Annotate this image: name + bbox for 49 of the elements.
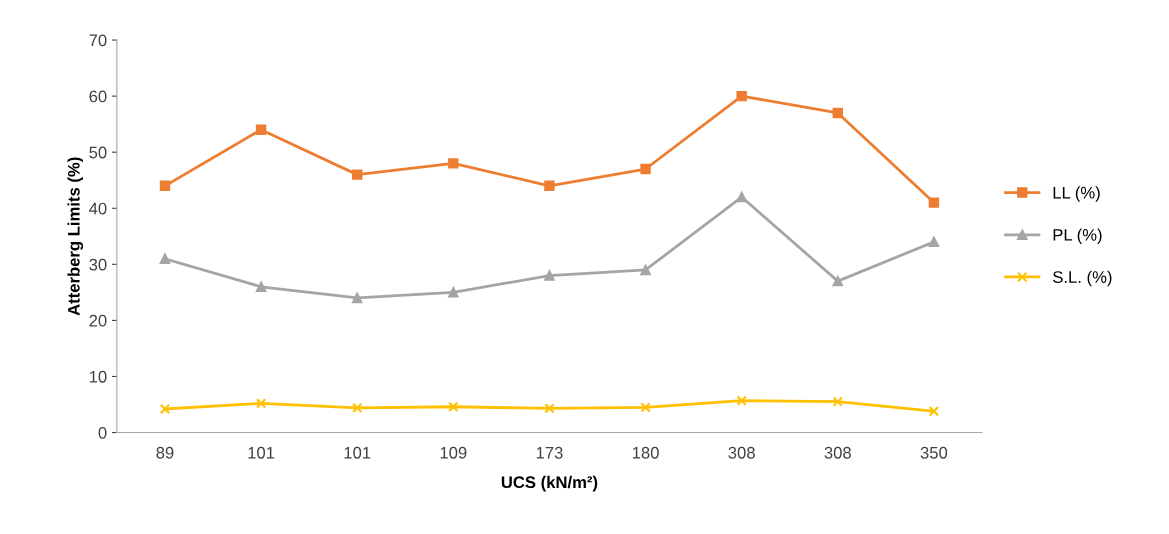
point [448,287,459,298]
point [255,124,267,135]
x-tick-label: 308 [824,446,851,459]
x-tick-label: 89 [156,446,174,459]
point [255,398,267,409]
y-tick-label: 60 [89,90,107,103]
x-tick-label: 308 [728,446,755,459]
y-tick-label: 40 [89,202,107,215]
point [928,406,940,417]
y-axis-title: Atterberg Limits (%) [67,157,84,316]
y-tick-label: 10 [89,370,107,383]
y-tick-label: 20 [89,314,107,327]
legend-label: S.L. (%) [1053,270,1112,287]
point [736,191,747,203]
point [544,180,555,192]
point [640,163,651,175]
point [351,292,363,304]
point [928,197,940,208]
point [832,275,843,287]
y-tick-label: 50 [89,146,107,159]
point [736,90,747,102]
point [159,403,171,415]
point [159,180,171,192]
y-tick-label: 30 [89,258,107,271]
point [640,402,651,413]
legend-label: LL (%) [1053,186,1100,202]
point [351,402,363,414]
point [351,169,363,180]
point [640,264,651,276]
point [255,281,267,292]
point [928,236,940,248]
x-axis-title: UCS (kN/m²) [501,475,598,492]
point [544,270,555,281]
x-tick-label: 350 [920,446,948,459]
x-tick-label: 101 [248,446,275,459]
point [448,401,459,412]
point [736,395,747,406]
point [448,158,459,169]
point [832,107,843,119]
y-tick-label: 0 [98,426,107,439]
legend-label: PL (%) [1053,228,1102,245]
x-tick-label: 180 [632,446,659,459]
x-tick-label: 101 [344,446,371,459]
point [159,253,171,264]
x-tick-label: 109 [440,446,467,459]
point [832,396,843,407]
y-tick-label: 70 [89,34,107,47]
x-tick-label: 173 [536,446,563,459]
point [544,403,555,414]
